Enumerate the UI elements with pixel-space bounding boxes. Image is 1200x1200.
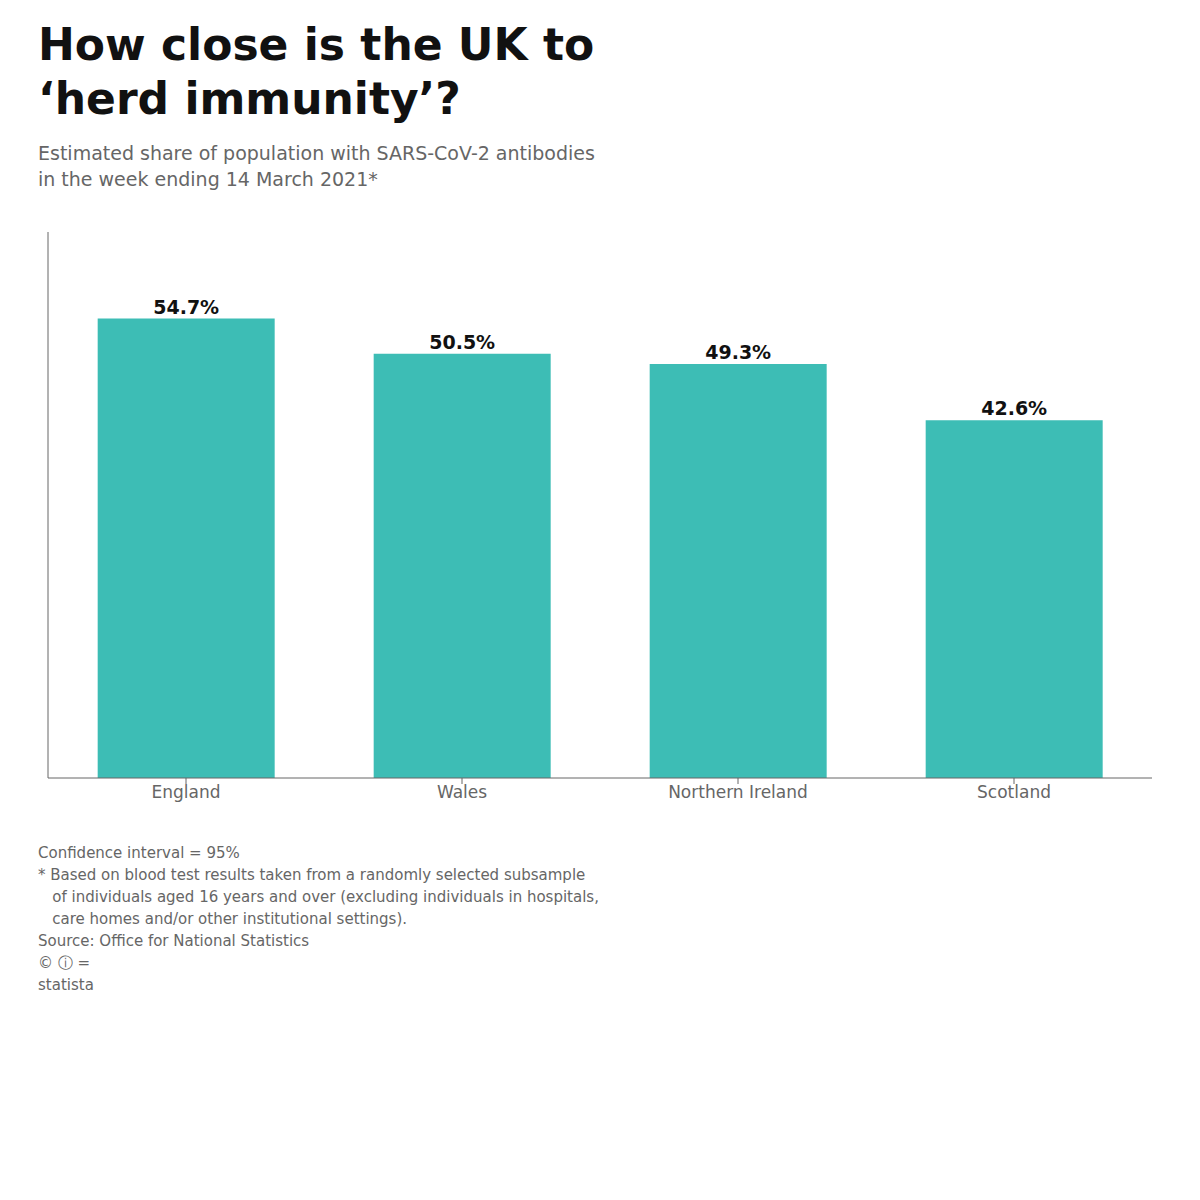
html-text:care homes and/or other instit: care homes and/or other institutional se… [38,910,407,928]
svg-text:Northern Ireland: Northern Ireland [668,782,808,802]
html-text:Confidence interval = 95%: Confidence interval = 95% [38,844,240,862]
svg-text:Scotland: Scotland [977,782,1051,802]
html-text:Estimated share of population: Estimated share of population with SARS-… [38,142,595,164]
html-text:in the week ending 14 March 20: in the week ending 14 March 2021* [38,168,378,190]
html-text:of individuals aged 16 years a: of individuals aged 16 years and over (e… [38,888,599,906]
svg-text:42.6%: 42.6% [981,397,1047,419]
svg-text:49.3%: 49.3% [705,341,771,363]
html-text:* Based on blood test results: * Based on blood test results taken from… [38,866,586,884]
html-text:How close is the UK to: How close is the UK to [38,19,595,70]
svg-text:50.5%: 50.5% [429,331,495,353]
html-text:statista: statista [38,976,94,994]
svg-text:54.7%: 54.7% [153,296,219,318]
html-text:‘herd immunity’?: ‘herd immunity’? [38,73,461,124]
html-text:Source: Office for National St: Source: Office for National Statistics [38,932,310,950]
svg-text:England: England [151,782,220,802]
svg-text:Wales: Wales [437,782,487,802]
